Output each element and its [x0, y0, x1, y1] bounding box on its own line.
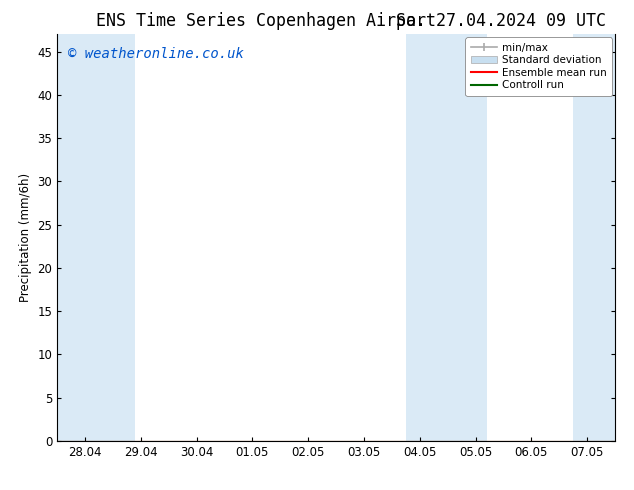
- Bar: [434, 34, 487, 441]
- Bar: [57, 34, 135, 441]
- Text: Sa. 27.04.2024 09 UTC: Sa. 27.04.2024 09 UTC: [396, 12, 606, 30]
- Bar: [406, 34, 434, 441]
- Text: ENS Time Series Copenhagen Airport: ENS Time Series Copenhagen Airport: [96, 12, 436, 30]
- Bar: [573, 34, 621, 441]
- Text: © weatheronline.co.uk: © weatheronline.co.uk: [68, 47, 244, 60]
- Legend: min/max, Standard deviation, Ensemble mean run, Controll run: min/max, Standard deviation, Ensemble me…: [465, 37, 612, 96]
- Y-axis label: Precipitation (mm/6h): Precipitation (mm/6h): [19, 173, 32, 302]
